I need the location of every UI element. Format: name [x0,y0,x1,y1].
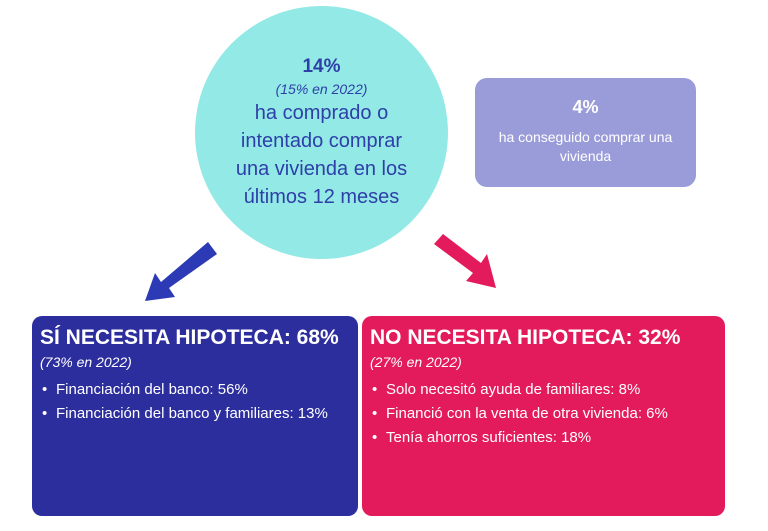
achieved-purchase-description: ha conseguido comprar una vivienda [498,129,673,164]
no-mortgage-list: • Solo necesitó ayuda de familiares: 8% •… [370,380,717,448]
needs-mortgage-box: SÍ NECESITA HIPOTECA: 68% (73% en 2022) … [32,316,358,516]
main-stat-description: ha comprado o intentado comprar una vivi… [235,101,408,208]
right-arrow-icon [434,234,496,288]
achieved-purchase-percent: 4% [572,97,599,117]
bullet-icon: • [372,405,378,422]
achieved-purchase-box: 4% ha conseguido comprar una vivienda [475,78,696,187]
bullet-icon: • [372,429,378,446]
no-mortgage-box: NO NECESITA HIPOTECA: 32% (27% en 2022) … [362,316,725,516]
needs-mortgage-list: • Financiación del banco: 56% • Financiaci… [40,380,350,424]
bullet-icon: • [42,381,48,398]
left-arrow-icon [145,242,217,301]
needs-mortgage-previous: (73% en 2022) [40,354,132,370]
no-mortgage-title: NO NECESITA HIPOTECA: 32% [370,326,681,349]
no-mortgage-previous: (27% en 2022) [370,354,462,370]
list-item: • Financiación del banco y familiares: 13… [42,405,328,422]
list-item: • Financiación del banco: 56% [42,381,248,398]
bullet-icon: • [372,381,378,398]
list-item: • Financió con la venta de otra vivienda:… [372,405,668,422]
main-stat-circle: 14% (15% en 2022) ha comprado o intentad… [195,6,448,259]
needs-mortgage-title: SÍ NECESITA HIPOTECA: 68% [40,326,339,349]
bullet-icon: • [42,405,48,422]
main-stat-percent: 14% [302,55,341,77]
main-stat-previous: (15% en 2022) [275,80,368,97]
list-item: • Tenía ahorros suficientes: 18% [372,429,592,446]
list-item: • Solo necesitó ayuda de familiares: 8% [372,381,641,398]
